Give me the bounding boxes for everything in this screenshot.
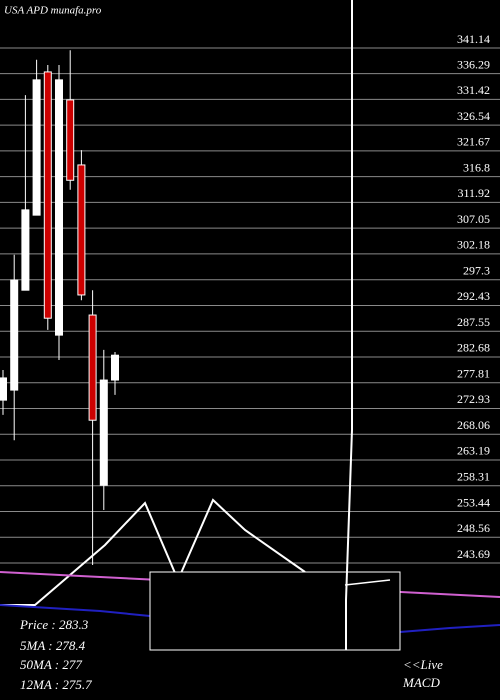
y-tick-label: 253.44 xyxy=(457,495,490,509)
y-tick-label: 243.69 xyxy=(457,547,490,561)
ma-line xyxy=(0,604,151,617)
candle-body xyxy=(0,377,7,401)
info-label: 12MA : 275.7 xyxy=(20,677,92,692)
candle-body xyxy=(111,354,119,381)
y-tick-label: 282.68 xyxy=(457,341,490,355)
candle-body xyxy=(77,164,86,296)
live-label: <<Live xyxy=(403,657,443,672)
y-tick-label: 272.93 xyxy=(457,392,490,406)
y-tick-label: 326.54 xyxy=(457,109,490,123)
y-tick-label: 341.14 xyxy=(457,32,490,46)
y-tick-label: 336.29 xyxy=(457,57,490,71)
indicator-line xyxy=(345,0,353,650)
y-tick-label: 277.81 xyxy=(457,366,490,380)
y-tick-label: 263.19 xyxy=(457,444,490,458)
indicator-line xyxy=(0,498,306,606)
candle-body xyxy=(10,279,19,391)
y-tick-label: 316.8 xyxy=(463,160,490,174)
info-label: 5MA : 278.4 xyxy=(20,638,86,653)
info-label: Price : 283.3 xyxy=(19,617,89,632)
chart-title: USA APD munafa.pro xyxy=(4,5,102,17)
y-tick-label: 287.55 xyxy=(457,315,490,329)
y-tick-label: 292.43 xyxy=(457,289,490,303)
indicator-line xyxy=(344,579,391,586)
y-tick-label: 311.92 xyxy=(457,186,490,200)
candle-body xyxy=(32,79,41,216)
candle-body xyxy=(88,314,97,421)
candles xyxy=(0,50,119,566)
candle-body xyxy=(55,79,63,336)
candle-body xyxy=(21,209,30,291)
macd-box xyxy=(149,571,401,651)
y-tick-label: 302.18 xyxy=(457,238,490,252)
y-tick-label: 307.05 xyxy=(457,212,490,226)
ma-line xyxy=(399,624,500,633)
live-label: MACD xyxy=(402,675,440,690)
y-tick-label: 248.56 xyxy=(457,521,490,535)
info-label: 50MA : 277 xyxy=(20,657,82,672)
y-tick-label: 297.3 xyxy=(463,263,490,277)
candle-body xyxy=(66,99,75,181)
y-tick-label: 331.42 xyxy=(457,83,490,97)
y-tick-label: 321.67 xyxy=(457,135,490,149)
y-tick-label: 268.06 xyxy=(457,418,490,432)
candle-body xyxy=(99,379,108,486)
y-tick-label: 258.31 xyxy=(457,470,490,484)
candle-body xyxy=(43,71,52,319)
